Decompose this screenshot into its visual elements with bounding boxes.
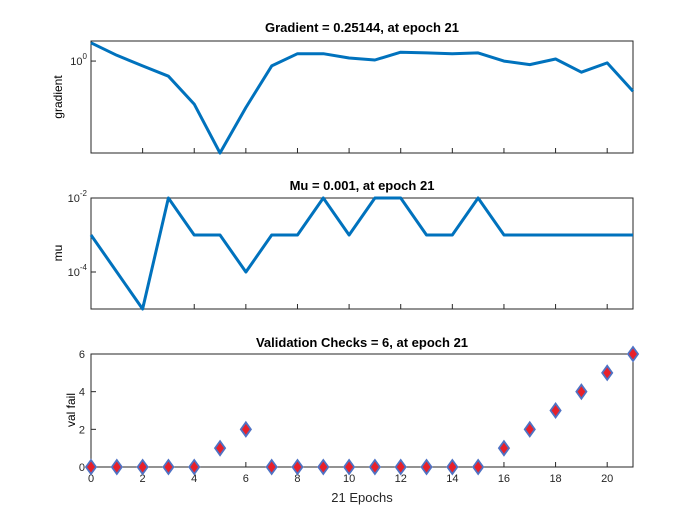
val-xticks: 0 2 4 6 8 10 12 14 16 18 20: [88, 462, 613, 485]
val-ylabel: val fail: [64, 393, 78, 427]
val-fail-marker: [394, 458, 407, 476]
x-tick-label: 10: [343, 473, 355, 485]
val-fail-marker: [84, 458, 98, 476]
mu-ylabel: mu: [51, 245, 65, 262]
val-fail-marker: [317, 458, 330, 476]
gradient-ylabel: gradient: [51, 75, 65, 119]
val-xlabel: 21 Epochs: [331, 490, 393, 505]
x-tick-label: 2: [140, 473, 146, 485]
val-markers: [84, 345, 640, 476]
val-fail-marker: [497, 439, 511, 457]
val-fail-marker: [368, 458, 382, 476]
val-fail-marker: [420, 458, 433, 476]
mu-series-line: [89, 196, 633, 311]
val-fail-marker: [575, 383, 588, 401]
gradient-xticks: [90, 148, 608, 153]
val-fail-marker: [136, 458, 149, 476]
x-tick-label: 8: [294, 473, 300, 485]
val-axes-box: [90, 353, 634, 468]
gradient-title: Gradient = 0.25144, at epoch 21: [265, 20, 459, 35]
y-tick-label: 10-4: [68, 263, 88, 279]
x-tick-label: 6: [243, 473, 249, 485]
y-tick-label: 2: [79, 424, 85, 436]
mu-panel: Mu = 0.001, at epoch 21 mu 10-2 10-4: [51, 178, 634, 311]
gradient-panel: Gradient = 0.25144, at epoch 21 gradient…: [51, 20, 635, 155]
x-tick-label: 20: [601, 473, 613, 485]
mu-yticks: 10-2 10-4: [68, 189, 96, 279]
y-tick-label: 4: [79, 387, 85, 399]
x-tick-label: 0: [88, 473, 94, 485]
x-tick-label: 12: [395, 473, 407, 485]
val-fail-marker: [265, 458, 278, 476]
val-fail-marker: [213, 439, 227, 457]
val-fail-marker: [471, 458, 485, 476]
val-fail-marker: [110, 458, 123, 476]
val-panel: Validation Checks = 6, at epoch 21 val f…: [64, 335, 640, 505]
val-fail-marker: [549, 401, 562, 420]
x-tick-label: 16: [498, 473, 510, 485]
y-tick-label: 100: [70, 52, 87, 68]
y-tick-label: 10-2: [68, 189, 88, 205]
gradient-series-line: [90, 41, 635, 155]
val-fail-marker: [291, 458, 304, 476]
y-tick-label: 6: [79, 349, 85, 361]
val-fail-marker: [446, 458, 459, 476]
val-fail-marker: [523, 420, 536, 438]
val-title: Validation Checks = 6, at epoch 21: [256, 335, 468, 350]
val-fail-marker: [239, 420, 253, 438]
mu-xticks: [90, 304, 608, 309]
x-tick-label: 14: [446, 473, 458, 485]
val-fail-marker: [601, 364, 614, 382]
x-tick-label: 18: [549, 473, 561, 485]
mu-title: Mu = 0.001, at epoch 21: [290, 178, 435, 193]
y-tick-label: 0: [79, 462, 85, 474]
val-fail-marker: [188, 458, 201, 476]
val-fail-marker: [342, 458, 356, 476]
val-fail-marker: [162, 458, 175, 476]
val-fail-marker: [626, 345, 640, 363]
gradient-yticks: 100: [70, 52, 96, 68]
x-tick-label: 4: [191, 473, 197, 485]
